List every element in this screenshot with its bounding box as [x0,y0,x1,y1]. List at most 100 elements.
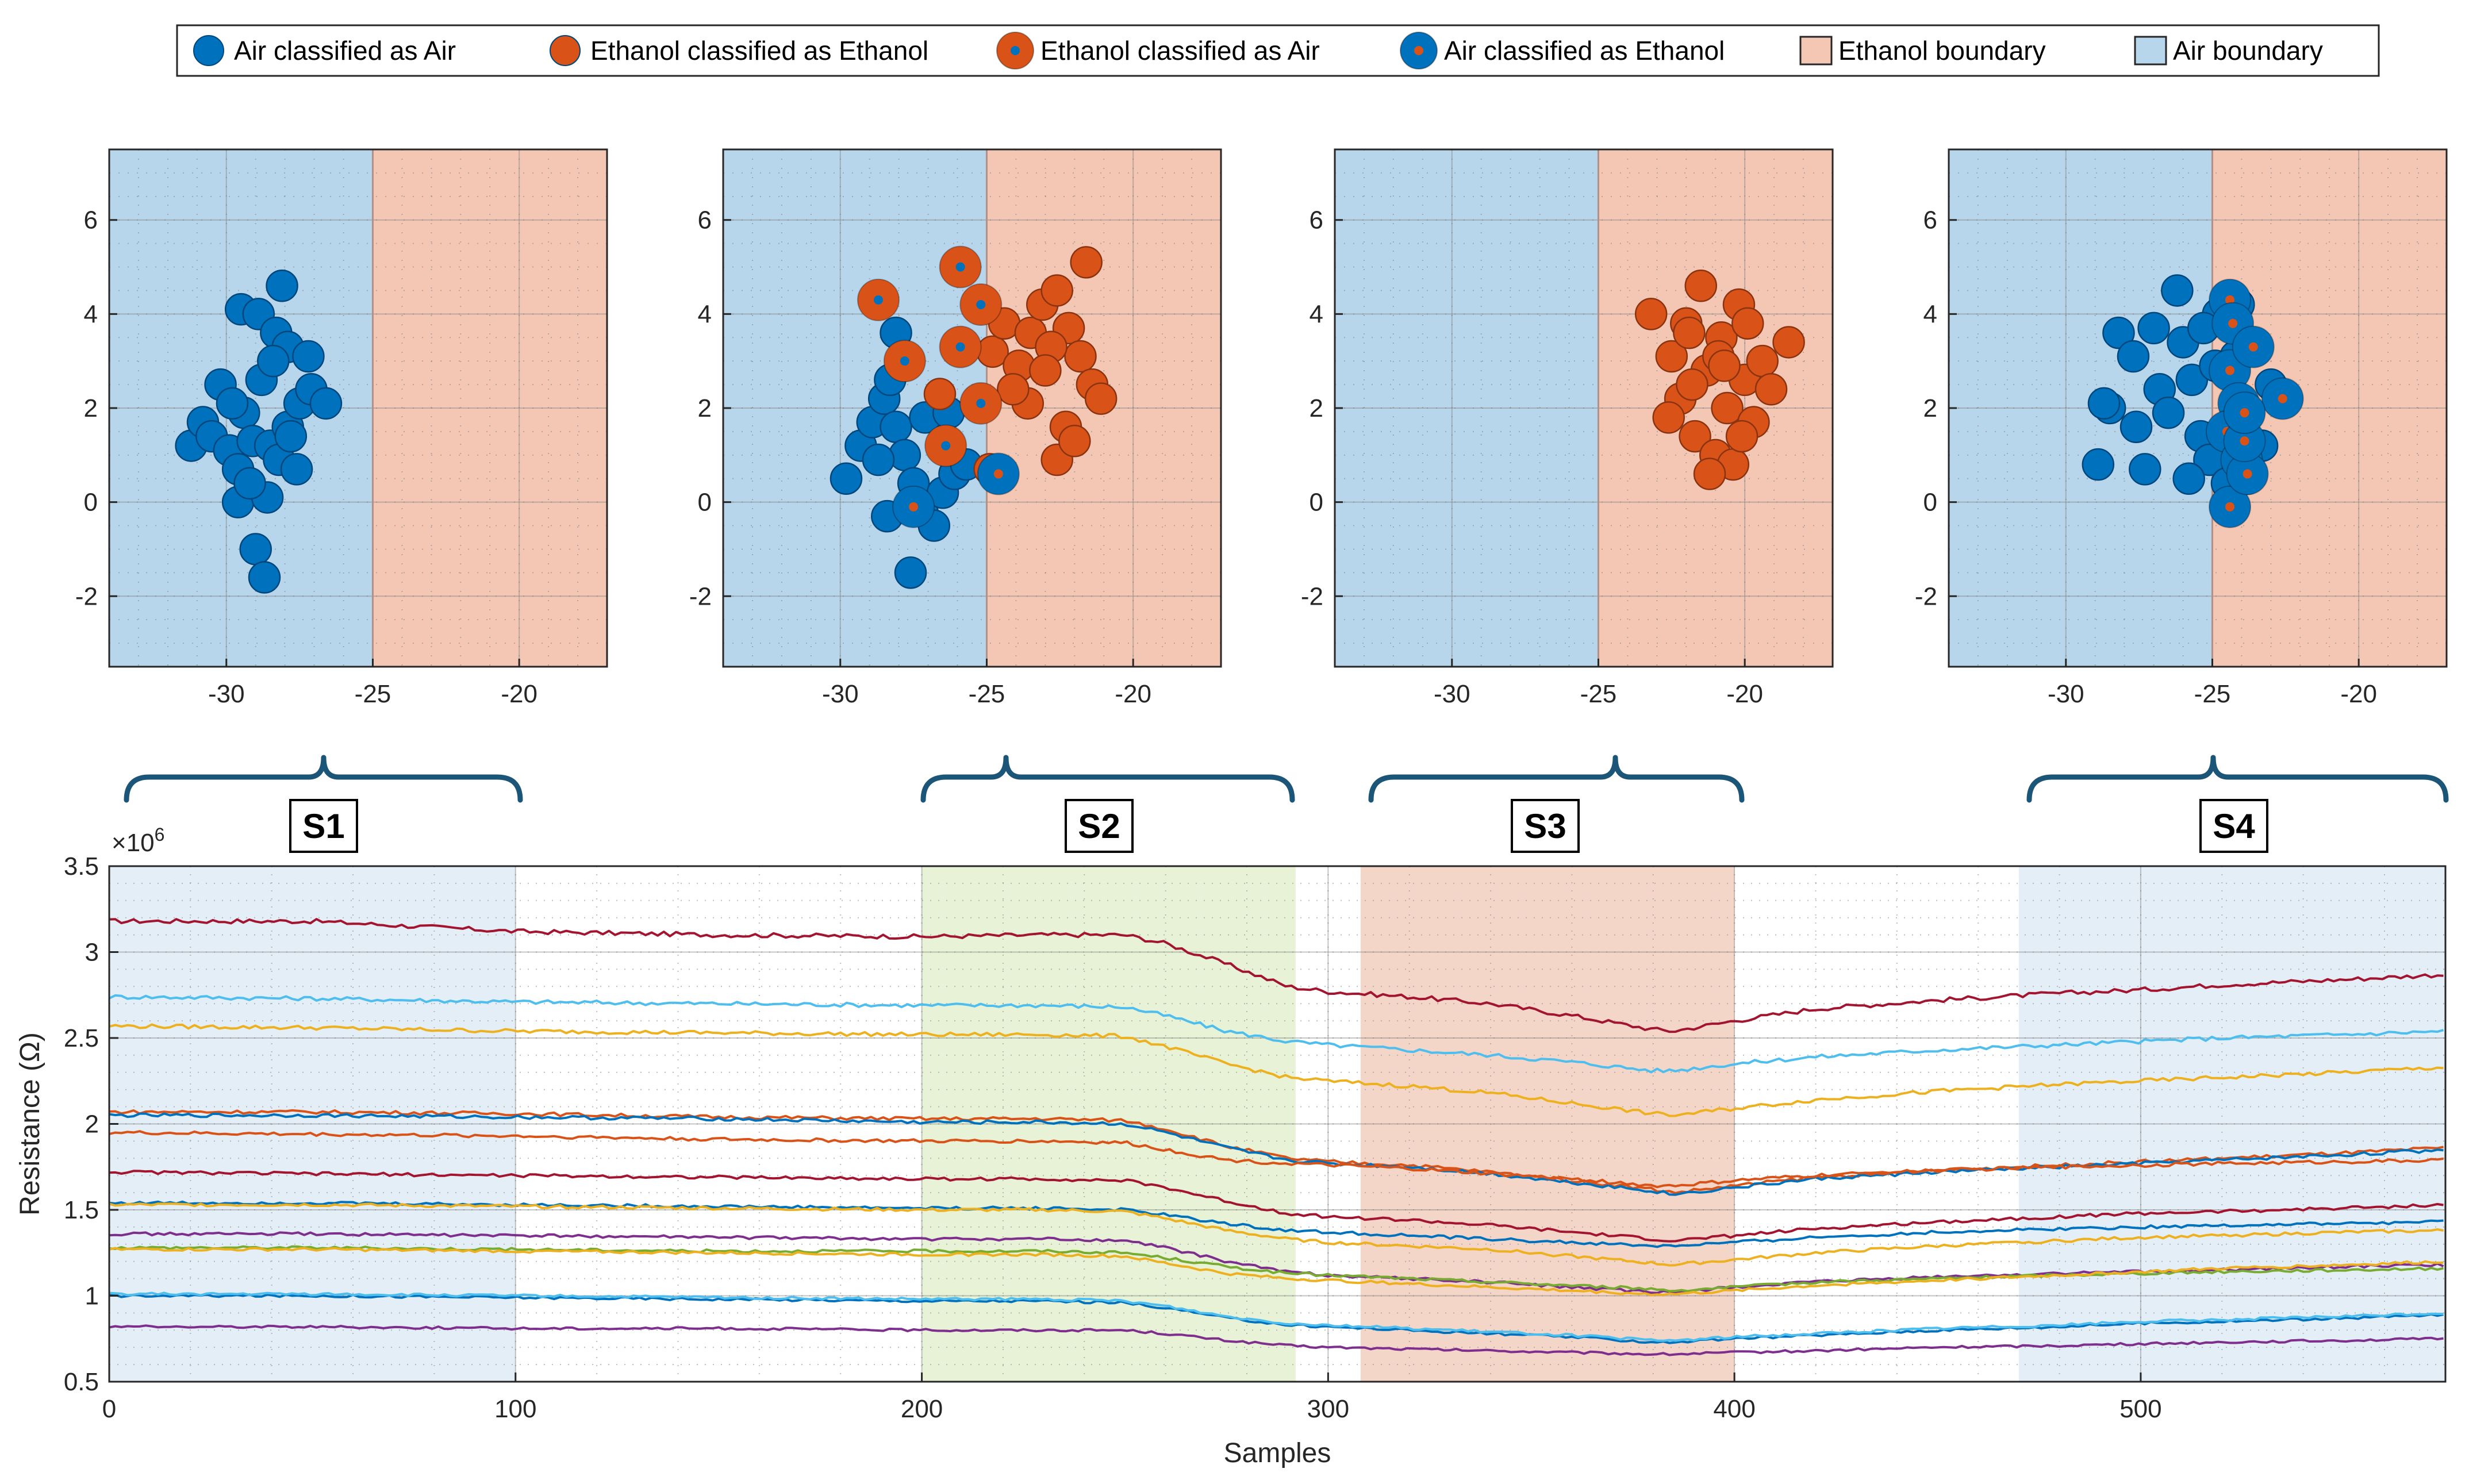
scatter-point [1655,340,1688,373]
y-tick-label: 0 [698,489,712,517]
x-tick-label: -30 [1434,680,1470,708]
scatter-point-core [909,502,919,512]
y-tick-label: -2 [689,582,712,610]
region-S3 [1360,866,1735,1382]
legend-item: Ethanol classified as Air [996,32,1320,70]
scatter-point-core [2248,342,2258,352]
segment-brace-S3: S3 [1368,755,1745,853]
segment-label-box [2199,799,2268,853]
series-line-sensor-15 [109,1324,2444,1356]
scatter-point [1040,274,1073,307]
y-tick-label: 4 [698,300,712,328]
scatter-point [862,443,895,476]
scatter-point-core [976,300,986,309]
scatter-point [266,270,298,302]
scatter-point [280,453,313,486]
scatter-point [1058,425,1091,457]
y-tick-label: 2 [1310,394,1323,422]
scatter-point [274,420,308,453]
y-tick-label: 2.5 [64,1024,99,1052]
scatter-point-core [2225,295,2235,305]
scatter-point [239,533,272,566]
scatter-point-core [976,398,986,408]
y-tick-label: 2 [84,394,98,422]
segment-label-box [1511,799,1580,853]
scatter-point [1652,401,1685,434]
segment-label-box [1065,799,1134,853]
y-tick-label: 6 [1923,206,1937,234]
legend-label: Ethanol classified as Ethanol [590,36,928,66]
y-tick-label: 3.5 [64,852,99,881]
segment-label: S4 [2213,807,2255,845]
y-tick-label: 4 [1923,300,1937,328]
series-group [109,918,2444,1356]
legend-patch [2134,36,2167,66]
scatter-point [292,340,325,373]
scatter-point [1676,368,1708,401]
y-multiplier: ×106 [112,824,164,857]
y-tick-label: 2 [85,1110,99,1139]
legend-item: Air classified as Air [193,35,456,66]
scatter-point [923,378,957,410]
scatter-point [2172,462,2205,495]
legend-marker-dot [1414,46,1423,55]
scatter-point [248,561,281,594]
scatter-point-core [2240,408,2249,418]
scatter-point [2137,312,2170,345]
scatter-point [2152,396,2185,429]
legend-item: Air boundary [2134,36,2323,66]
legend-marker-dot [1011,46,1020,55]
scatter-point-core [993,469,1003,479]
x-tick-label: -25 [1580,680,1617,708]
scatter-point-core [941,441,951,451]
x-tick-label: 0 [102,1395,116,1423]
legend-label: Air boundary [2173,36,2323,66]
scatter-point [233,467,266,500]
legend-item: Ethanol boundary [1799,36,2046,66]
y-tick-label: 1.5 [64,1196,99,1224]
y-tick-label: 3 [85,939,99,967]
brace-path [2026,755,2449,803]
scatter-point-core [2240,436,2249,446]
x-tick-label: -30 [822,680,859,708]
scatter-point-core [2278,394,2287,403]
scatter-point [1731,307,1764,340]
scatter-point [1634,298,1668,330]
legend-label: Air classified as Air [234,36,456,66]
y-tick-label: 0 [84,489,98,517]
segment-label: S2 [1078,807,1120,845]
y-tick-label: 0 [1923,489,1937,517]
x-axis-label: Samples [1224,1438,1331,1468]
scatter-point [997,373,1030,406]
y-tick-label: -2 [75,582,98,610]
scatter-point-core [955,342,965,352]
scatter-point [2161,274,2194,307]
scatter-point [1708,349,1741,382]
y-tick-label: 2 [1923,394,1937,422]
y-axis-label: Resistance (Ω) [15,1032,45,1216]
x-tick-label: -20 [1115,680,1151,708]
scatter-point [2117,340,2150,373]
y-tick-label: 0 [1310,489,1323,517]
y-tick-label: 6 [698,206,712,234]
series-line-sensor-9 [109,1202,2444,1267]
scatter-point [2119,410,2153,443]
scatter-point [1679,420,1711,453]
segment-brace-S1: S1 [124,755,523,853]
legend-patch [1799,36,1833,66]
legend-label: Air classified as Ethanol [1444,36,1725,66]
scatter-point [2087,387,2121,420]
series-line-sensor-10 [109,1231,2444,1294]
series-line-sensor-4 [109,1109,2444,1194]
brace-path [920,755,1295,803]
y-tick-label: 4 [84,300,98,328]
scatter-point-core [873,295,883,305]
scatter-point [1084,382,1118,415]
brace-path [124,755,523,803]
